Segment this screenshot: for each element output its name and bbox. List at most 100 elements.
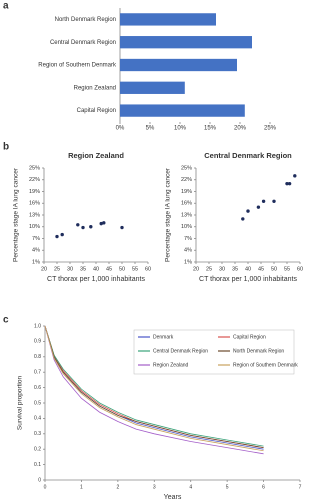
survival-line <box>44 325 264 449</box>
bar <box>120 36 252 49</box>
y-tick-label: 4% <box>184 248 192 254</box>
point <box>261 199 266 203</box>
x-axis-title: CT thorax per 1,000 inhabitants <box>199 276 297 283</box>
y-tick-label: 25% <box>181 165 192 171</box>
point <box>120 225 124 230</box>
point <box>60 232 64 237</box>
point <box>241 217 245 221</box>
y-axis-title: Survival proportion <box>17 376 24 431</box>
y-axis-title: Percentage stage IA lung cancer <box>165 167 172 262</box>
x-tick-label: 50 <box>119 266 125 272</box>
point <box>246 209 250 213</box>
x-tick-label: 45 <box>258 266 264 272</box>
x-tick-label: 5 <box>226 484 229 490</box>
legend-label: Denmark <box>153 334 174 340</box>
y-tick-label: 0.1 <box>34 462 41 468</box>
y-tick-label: 0.4 <box>34 416 41 422</box>
point <box>99 221 103 226</box>
y-tick-label: 1.0 <box>34 323 41 329</box>
x-tick-label: 10% <box>174 126 187 132</box>
y-tick-label: 19% <box>181 189 192 195</box>
legend-label: North Denmark Region <box>233 348 284 354</box>
legend-label: Region of Southern Denmark <box>233 362 298 368</box>
x-tick-label: 45 <box>106 266 112 272</box>
bar <box>120 58 237 72</box>
survival-line <box>44 325 264 447</box>
x-tick-label: 4 <box>189 484 192 490</box>
legend-box <box>133 329 295 375</box>
x-axis-title: Years <box>164 494 182 500</box>
y-tick-label: 0.6 <box>34 385 41 391</box>
survival-line <box>44 325 264 452</box>
x-tick-label: 2 <box>116 484 119 490</box>
x-tick-label: 3 <box>153 484 156 490</box>
x-tick-label: 15% <box>204 126 217 132</box>
y-tick-label: 16% <box>181 201 192 207</box>
point <box>81 225 85 230</box>
legend-label: Region Zealand <box>153 362 189 368</box>
category-label: Region Zealand <box>74 85 116 91</box>
x-tick-label: 40 <box>93 266 99 272</box>
x-tick-label: 35 <box>80 266 86 272</box>
category-label: Central Denmark Region <box>50 40 116 46</box>
x-tick-label: 20 <box>41 266 47 272</box>
legend-label: Central Denmark Region <box>153 348 208 354</box>
category-label: Region of Southern Denmark <box>38 63 117 69</box>
y-tick-label: 0.5 <box>34 400 41 406</box>
y-tick-label: 25% <box>29 165 40 171</box>
y-tick-label: 0.7 <box>34 370 41 376</box>
x-tick-label: 20 <box>193 266 199 272</box>
x-tick-label: 25% <box>264 126 277 132</box>
x-tick-label: 50 <box>271 266 277 272</box>
point <box>272 199 276 203</box>
point <box>89 225 93 229</box>
point <box>285 181 289 186</box>
panel-label: a <box>3 1 9 12</box>
y-tick-label: 7% <box>32 236 40 242</box>
x-tick-label: 25 <box>206 266 212 272</box>
y-tick-label: 0 <box>38 477 41 483</box>
x-tick-label: 60 <box>145 266 151 272</box>
point <box>76 223 80 227</box>
y-tick-label: 1% <box>184 259 192 265</box>
y-tick-label: 19% <box>29 189 40 195</box>
panel-label: b <box>3 142 9 153</box>
point <box>293 174 297 178</box>
y-tick-label: 22% <box>29 177 40 183</box>
bar <box>120 104 245 117</box>
y-tick-label: 0.8 <box>34 354 41 360</box>
y-tick-label: 10% <box>29 224 40 230</box>
point <box>102 221 106 225</box>
x-tick-label: 0 <box>44 484 47 490</box>
x-tick-label: 55 <box>132 266 138 272</box>
x-tick-label: 20% <box>234 126 247 132</box>
y-tick-label: 1% <box>32 259 40 265</box>
x-tick-label: 35 <box>232 266 238 272</box>
y-tick-label: 16% <box>29 201 40 207</box>
y-tick-label: 7% <box>184 236 192 242</box>
x-tick-label: 7 <box>299 484 302 490</box>
y-tick-label: 13% <box>181 212 192 218</box>
chart-title: Central Denmark Region <box>204 151 292 160</box>
chart-title: Region Zealand <box>68 151 124 160</box>
bar <box>120 13 216 26</box>
legend-label: Capital Region <box>233 334 266 340</box>
y-tick-label: 4% <box>32 248 40 254</box>
bar <box>120 81 185 94</box>
point <box>256 205 261 209</box>
x-tick-label: 6 <box>262 484 265 490</box>
x-axis-title: CT thorax per 1,000 inhabitants <box>47 276 145 283</box>
x-tick-label: 1 <box>80 484 83 490</box>
point <box>287 181 292 186</box>
y-tick-label: 0.9 <box>34 339 41 345</box>
x-tick-label: 40 <box>245 266 251 272</box>
x-tick-label: 30 <box>67 266 73 272</box>
category-label: Capital Region <box>77 108 116 114</box>
x-tick-label: 55 <box>284 266 290 272</box>
x-tick-label: 0% <box>116 126 125 132</box>
x-tick-label: 5% <box>146 126 155 132</box>
panel-label: c <box>3 315 9 326</box>
x-tick-label: 60 <box>297 266 303 272</box>
x-tick-label: 25 <box>54 266 60 272</box>
y-axis-title: Percentage stage IA lung cancer <box>13 167 20 262</box>
